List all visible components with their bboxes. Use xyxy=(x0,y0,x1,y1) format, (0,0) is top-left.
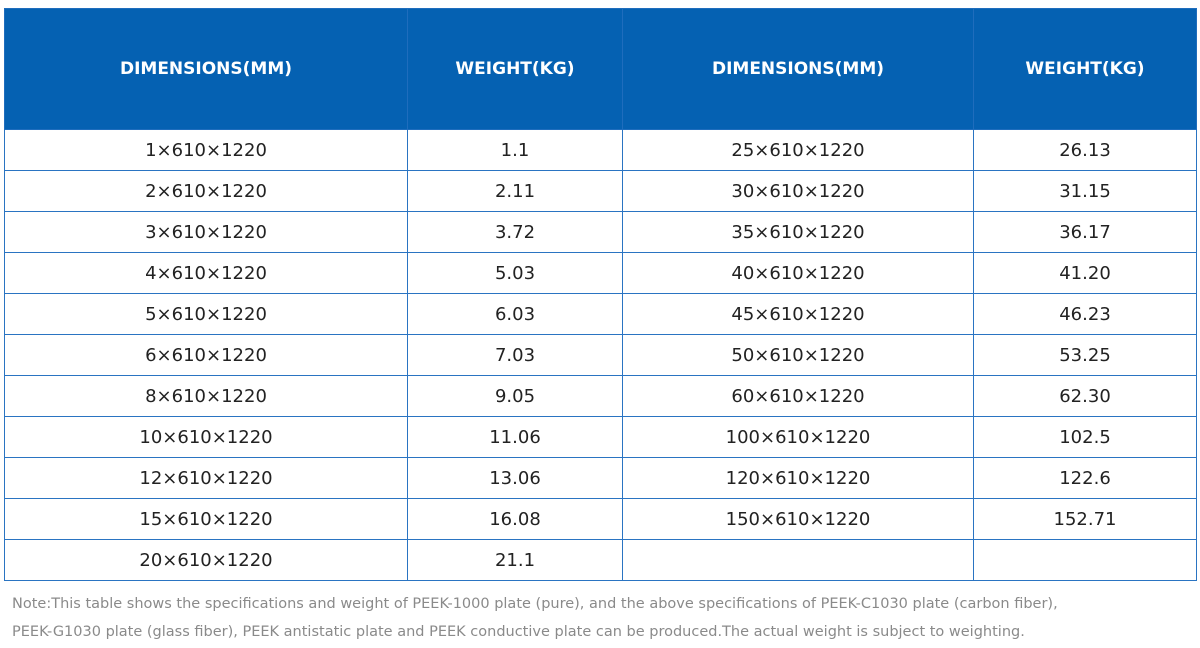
table-cell: 26.13 xyxy=(973,129,1197,171)
table-cell: 53.25 xyxy=(973,334,1197,376)
table-row: 10×610×1220 11.06 100×610×1220 102.5 xyxy=(4,416,1197,458)
table-cell: 3.72 xyxy=(407,211,623,253)
table-cell: 5.03 xyxy=(407,252,623,294)
table-cell: 30×610×1220 xyxy=(622,170,974,212)
header-cell: DIMENSIONS(MM) xyxy=(4,8,408,130)
table-cell: 13.06 xyxy=(407,457,623,499)
table-row: 1×610×1220 1.1 25×610×1220 26.13 xyxy=(4,129,1197,171)
header-cell: WEIGHT(KG) xyxy=(407,8,623,130)
table-row: 5×610×1220 6.03 45×610×1220 46.23 xyxy=(4,293,1197,335)
table-cell: 1×610×1220 xyxy=(4,129,408,171)
spec-table: DIMENSIONS(MM) WEIGHT(KG) DIMENSIONS(MM) WE… xyxy=(4,8,1197,581)
table-row: 20×610×1220 21.1 xyxy=(4,539,1197,581)
table-cell: 2.11 xyxy=(407,170,623,212)
table-cell: 6×610×1220 xyxy=(4,334,408,376)
table-cell: 12×610×1220 xyxy=(4,457,408,499)
table-cell: 62.30 xyxy=(973,375,1197,417)
table-row: 2×610×1220 2.11 30×610×1220 31.15 xyxy=(4,170,1197,212)
table-cell: 36.17 xyxy=(973,211,1197,253)
table-row: 6×610×1220 7.03 50×610×1220 53.25 xyxy=(4,334,1197,376)
table-cell: 11.06 xyxy=(407,416,623,458)
note-line: Note:This table shows the specifications… xyxy=(12,596,1058,612)
table-cell: 3×610×1220 xyxy=(4,211,408,253)
table-body: 1×610×1220 1.1 25×610×1220 26.13 2×610×1220 2… xyxy=(4,129,1197,581)
table-cell: 1.1 xyxy=(407,129,623,171)
table-cell: 122.6 xyxy=(973,457,1197,499)
table-row: 12×610×1220 13.06 120×610×1220 122.6 xyxy=(4,457,1197,499)
header-cell: DIMENSIONS(MM) xyxy=(622,8,974,130)
table-cell: 102.5 xyxy=(973,416,1197,458)
table-cell: 10×610×1220 xyxy=(4,416,408,458)
table-cell: 2×610×1220 xyxy=(4,170,408,212)
table-cell: 20×610×1220 xyxy=(4,539,408,581)
table-row: 3×610×1220 3.72 35×610×1220 36.17 xyxy=(4,211,1197,253)
table-cell: 35×610×1220 xyxy=(622,211,974,253)
table-cell: 5×610×1220 xyxy=(4,293,408,335)
table-cell: 60×610×1220 xyxy=(622,375,974,417)
table-cell: 25×610×1220 xyxy=(622,129,974,171)
table-cell: 100×610×1220 xyxy=(622,416,974,458)
empty-cell xyxy=(973,539,1197,581)
table-cell: 21.1 xyxy=(407,539,623,581)
header-cell: WEIGHT(KG) xyxy=(973,8,1197,130)
table-cell: 41.20 xyxy=(973,252,1197,294)
table-cell: 6.03 xyxy=(407,293,623,335)
table-cell: 120×610×1220 xyxy=(622,457,974,499)
table-row: 4×610×1220 5.03 40×610×1220 41.20 xyxy=(4,252,1197,294)
table-cell: 46.23 xyxy=(973,293,1197,335)
table-cell: 152.71 xyxy=(973,498,1197,540)
table-cell: 7.03 xyxy=(407,334,623,376)
table-cell: 8×610×1220 xyxy=(4,375,408,417)
table-cell: 40×610×1220 xyxy=(622,252,974,294)
header-row: DIMENSIONS(MM) WEIGHT(KG) DIMENSIONS(MM) WE… xyxy=(4,8,1197,130)
empty-cell xyxy=(622,539,974,581)
table-row: 8×610×1220 9.05 60×610×1220 62.30 xyxy=(4,375,1197,417)
table-cell: 50×610×1220 xyxy=(622,334,974,376)
table-cell: 45×610×1220 xyxy=(622,293,974,335)
table-cell: 150×610×1220 xyxy=(622,498,974,540)
table-cell: 31.15 xyxy=(973,170,1197,212)
note-line: PEEK-G1030 plate (glass fiber), PEEK ant… xyxy=(12,624,1025,640)
table-row: 15×610×1220 16.08 150×610×1220 152.71 xyxy=(4,498,1197,540)
table-wrap: DIMENSIONS(MM) WEIGHT(KG) DIMENSIONS(MM) WE… xyxy=(4,8,1197,581)
table-cell: 15×610×1220 xyxy=(4,498,408,540)
note: Note:This table shows the specifications… xyxy=(12,590,1058,646)
table-cell: 9.05 xyxy=(407,375,623,417)
table-cell: 16.08 xyxy=(407,498,623,540)
table-cell: 4×610×1220 xyxy=(4,252,408,294)
